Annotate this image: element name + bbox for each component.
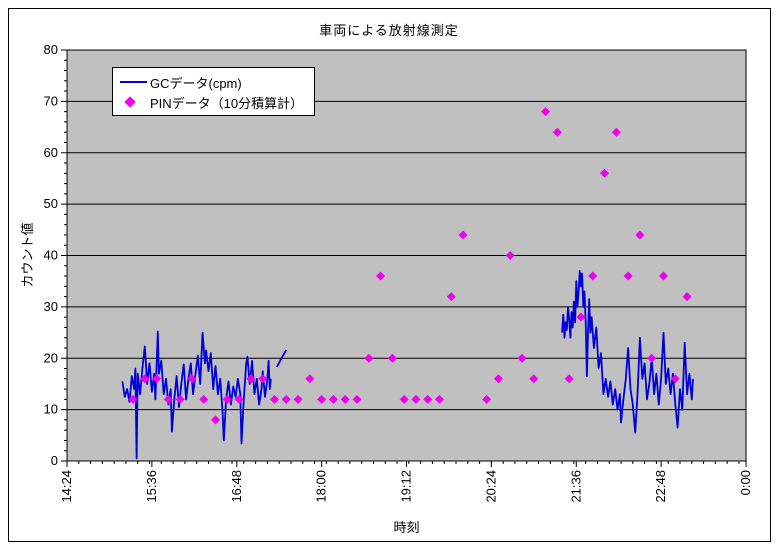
y-tick-label: 70 [44, 93, 58, 108]
pin-point [423, 394, 433, 404]
pin-point [340, 394, 350, 404]
pin-point [328, 394, 338, 404]
legend-item-pin: PINデータ（10分積算計） [120, 92, 308, 112]
legend-label-pin: PINデータ（10分積算計） [150, 95, 304, 111]
pin-point [529, 374, 539, 384]
pin-point [635, 230, 645, 240]
pin-point [211, 415, 221, 425]
pin-point [588, 271, 598, 281]
y-tick-label: 20 [44, 350, 58, 365]
pin-point [187, 374, 197, 384]
pin-point [458, 230, 468, 240]
pin-point [482, 394, 492, 404]
y-tick-label: 50 [44, 196, 58, 211]
pin-point [552, 127, 562, 137]
gc-line-key-icon [120, 81, 150, 83]
gc-line-segment [121, 330, 272, 460]
pin-point [399, 394, 409, 404]
pin-point [435, 394, 445, 404]
pin-point [246, 374, 256, 384]
x-tick-label: 18:00 [314, 470, 329, 503]
pin-point [411, 394, 421, 404]
y-tick-label: 80 [44, 42, 58, 57]
pin-point [317, 394, 327, 404]
legend: GCデータ(cpm) PINデータ（10分積算計） [112, 67, 315, 116]
gc-line-segment [561, 269, 694, 434]
pin-point [446, 292, 456, 302]
pin-point [140, 374, 150, 384]
pin-point [517, 353, 527, 363]
x-tick-label: 15:36 [144, 470, 159, 503]
chart-title: 車両による放射線測定 [319, 23, 459, 38]
pin-point [258, 374, 268, 384]
pin-point [199, 394, 209, 404]
pin-point [623, 271, 633, 281]
pin-point [234, 394, 244, 404]
x-tick-label: 19:12 [399, 470, 414, 503]
pin-point [364, 353, 374, 363]
y-tick-label: 10 [44, 402, 58, 417]
pin-point [281, 394, 291, 404]
pin-point [682, 292, 692, 302]
pin-point [293, 394, 303, 404]
pin-point [493, 374, 503, 384]
y-tick-label: 0 [51, 453, 58, 468]
pin-point [564, 374, 574, 384]
pin-point [376, 271, 386, 281]
pin-diamond-key-icon [120, 96, 150, 108]
pin-point [269, 394, 279, 404]
pin-point [505, 251, 515, 260]
x-tick-label: 22:48 [653, 470, 668, 503]
x-tick-label: 20:24 [483, 470, 498, 503]
pin-point [222, 394, 232, 404]
y-tick-label: 60 [44, 145, 58, 160]
y-tick-label: 40 [44, 248, 58, 263]
pin-point [541, 107, 551, 117]
pin-point [647, 353, 657, 363]
y-axis-title: カウント値 [20, 222, 35, 288]
x-tick-label: 16:48 [229, 470, 244, 503]
gc-line-segment [276, 349, 288, 368]
pin-point [175, 394, 185, 404]
y-tick-label: 30 [44, 299, 58, 314]
pin-point [600, 168, 610, 178]
pin-point [352, 394, 362, 404]
pin-point [163, 394, 173, 404]
chart-border [8, 8, 771, 542]
pin-point [658, 271, 668, 281]
pin-point [152, 374, 162, 384]
x-tick-label: 0:00 [738, 470, 753, 495]
pin-point [387, 353, 397, 363]
pin-point [128, 394, 138, 404]
pin-point [305, 374, 315, 384]
pin-point [576, 312, 586, 322]
x-axis-title: 時刻 [393, 520, 420, 535]
legend-label-gc: GCデータ(cpm) [150, 75, 242, 91]
x-tick-label: 21:36 [568, 470, 583, 503]
pin-point [670, 374, 680, 384]
x-tick-label: 14:24 [59, 470, 74, 503]
pin-point [611, 127, 621, 137]
legend-item-gc: GCデータ(cpm) [120, 72, 308, 92]
